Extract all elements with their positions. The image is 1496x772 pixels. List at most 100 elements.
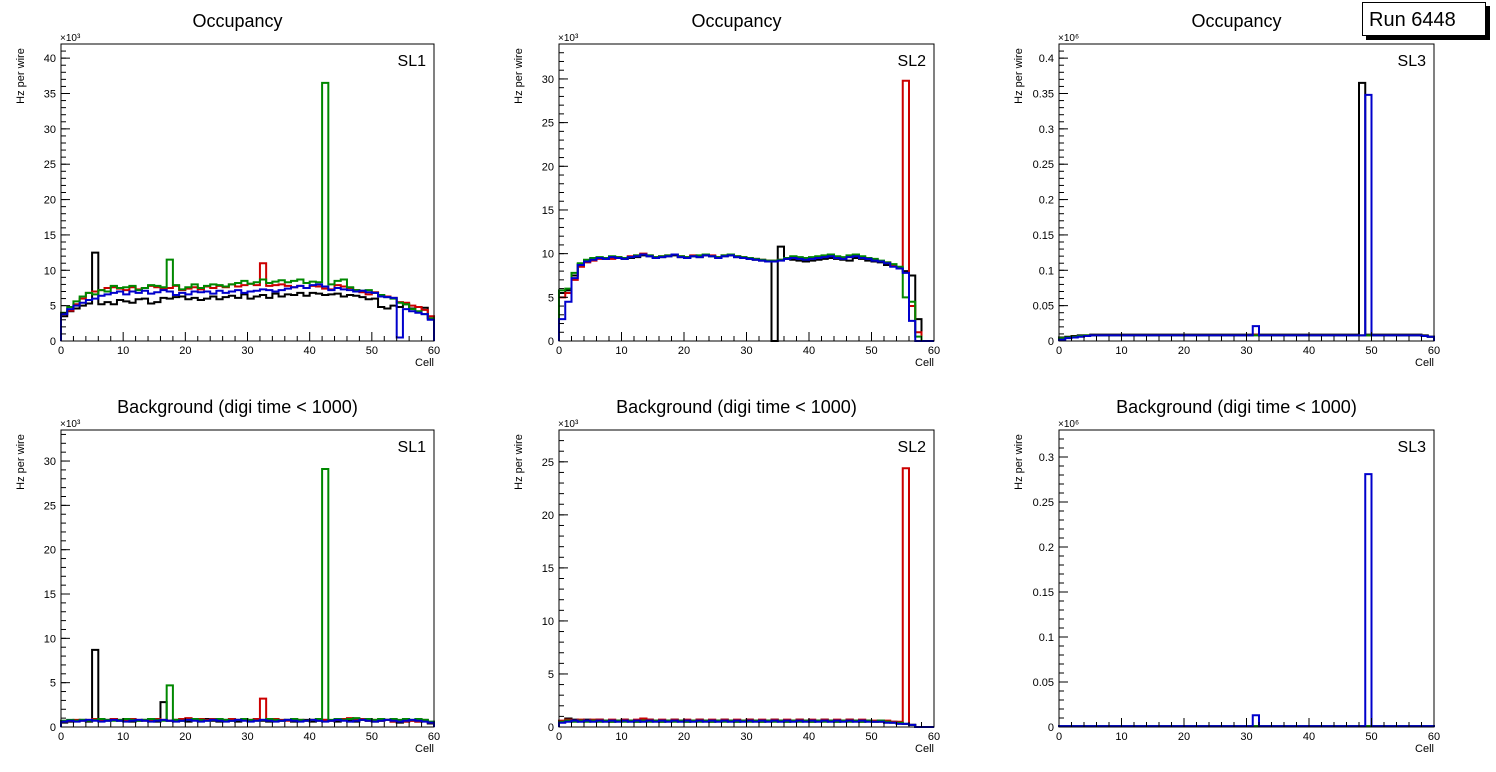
y-exponent: ×10³ <box>558 33 579 44</box>
x-tick-label: 0 <box>556 345 562 357</box>
x-axis-label: Cell <box>1415 357 1434 369</box>
y-exponent: ×10³ <box>60 419 81 430</box>
y-tick-label: 10 <box>542 616 554 628</box>
x-tick-label: 40 <box>803 345 815 357</box>
y-tick-label: 30 <box>44 124 56 136</box>
panel-title: Occupancy <box>691 11 781 31</box>
y-axis-label: Hz per wire <box>15 48 27 104</box>
y-tick-label: 10 <box>44 265 56 277</box>
x-tick-label: 40 <box>1303 731 1315 743</box>
y-tick-label: 30 <box>542 74 554 86</box>
x-tick-label: 30 <box>241 731 253 743</box>
y-tick-label: 0 <box>1048 722 1054 734</box>
y-tick-label: 10 <box>542 249 554 261</box>
panel-title: Background (digi time < 1000) <box>616 397 857 417</box>
y-tick-label: 20 <box>44 545 56 557</box>
y-exponent: ×10⁶ <box>1058 419 1079 430</box>
plot-frame <box>558 43 935 342</box>
y-tick-label: 0.25 <box>1033 497 1054 509</box>
series-green <box>558 253 934 342</box>
x-tick-label: 60 <box>1428 731 1440 743</box>
x-tick-label: 20 <box>179 345 191 357</box>
plot-frame <box>60 429 435 728</box>
x-tick-label: 0 <box>58 345 64 357</box>
x-tick-label: 50 <box>865 345 877 357</box>
x-tick-label: 60 <box>1428 345 1440 357</box>
y-tick-label: 0.2 <box>1039 195 1054 207</box>
plot-frame <box>1058 43 1435 342</box>
x-tick-label: 30 <box>740 345 752 357</box>
x-axis-label: Cell <box>915 357 934 369</box>
x-tick-label: 10 <box>1115 345 1127 357</box>
y-tick-label: 5 <box>50 301 56 313</box>
y-tick-label: 0.4 <box>1039 53 1054 65</box>
x-axis-label: Cell <box>415 357 434 369</box>
y-tick-label: 0.05 <box>1033 677 1054 689</box>
x-tick-label: 30 <box>1240 345 1252 357</box>
y-tick-label: 0.3 <box>1039 124 1054 136</box>
x-tick-label: 40 <box>803 731 815 743</box>
histogram-panel-4: Background (digi time < 1000)0 10 20 30 40 50… <box>15 397 440 755</box>
y-exponent: ×10⁶ <box>1058 33 1079 44</box>
x-tick-label: 50 <box>1365 731 1377 743</box>
superlayer-label: SL1 <box>398 439 427 456</box>
x-tick-label: 50 <box>366 731 378 743</box>
y-exponent: ×10³ <box>60 33 81 44</box>
x-axis-label: Cell <box>1415 743 1434 755</box>
y-tick-label: 5 <box>548 669 554 681</box>
y-tick-label: 0 <box>548 336 554 348</box>
y-tick-label: 0.15 <box>1033 230 1054 242</box>
series-red <box>558 467 934 728</box>
x-tick-label: 20 <box>1178 731 1190 743</box>
y-tick-label: 40 <box>44 53 56 65</box>
x-tick-label: 30 <box>740 731 752 743</box>
x-tick-label: 40 <box>304 731 316 743</box>
y-tick-label: 35 <box>44 89 56 101</box>
y-tick-label: 20 <box>44 195 56 207</box>
x-tick-label: 40 <box>304 345 316 357</box>
y-exponent: ×10³ <box>558 419 579 430</box>
x-tick-label: 20 <box>179 731 191 743</box>
y-axis-label: Hz per wire <box>513 48 525 104</box>
series-blue <box>558 253 934 342</box>
run-label-box: Run 6448 <box>1362 2 1486 36</box>
y-tick-label: 0.15 <box>1033 587 1054 599</box>
plot-frame <box>558 429 935 728</box>
histogram-panel-2: Occupancy 0 10 20 30 40 50 60 0 5 10 15 20 25 30 ×10³ SL… <box>513 11 940 369</box>
panel-title: Occupancy <box>1191 11 1281 31</box>
x-tick-label: 10 <box>615 731 627 743</box>
y-tick-label: 30 <box>44 456 56 468</box>
x-tick-label: 40 <box>1303 345 1315 357</box>
superlayer-label: SL3 <box>1398 53 1427 70</box>
y-tick-label: 0 <box>50 336 56 348</box>
y-tick-label: 0.05 <box>1033 301 1054 313</box>
y-tick-label: 15 <box>44 589 56 601</box>
x-tick-label: 60 <box>928 731 940 743</box>
histogram-panel-5: Background (digi time < 1000)0 10 20 30 40 50… <box>513 397 940 755</box>
series-black <box>60 251 435 341</box>
y-tick-label: 0.2 <box>1039 542 1054 554</box>
histogram-panel-1: Occupancy 0 10 20 30 40 50 60 0 5 10 15 20 25 30 35 40 ×1… <box>15 11 440 369</box>
y-tick-label: 0 <box>548 722 554 734</box>
y-tick-label: 25 <box>44 159 56 171</box>
y-axis-label: Hz per wire <box>1013 48 1025 104</box>
y-tick-label: 5 <box>548 292 554 304</box>
x-tick-label: 30 <box>1240 731 1252 743</box>
x-tick-label: 10 <box>1115 731 1127 743</box>
y-tick-label: 25 <box>542 457 554 469</box>
x-tick-label: 60 <box>928 345 940 357</box>
y-tick-label: 0.25 <box>1033 159 1054 171</box>
histogram-panel-3: Occupancy 0 10 20 30 40 50 60 0 0.05 0.1 0.15 0.2 0.2… <box>1013 11 1440 369</box>
y-tick-label: 0.3 <box>1039 452 1054 464</box>
y-tick-label: 0 <box>1048 336 1054 348</box>
y-tick-label: 15 <box>542 563 554 575</box>
y-tick-label: 0 <box>50 722 56 734</box>
x-tick-label: 0 <box>1056 345 1062 357</box>
series-blue <box>558 719 934 728</box>
y-tick-label: 25 <box>44 500 56 512</box>
panel-title: Occupancy <box>192 11 282 31</box>
plot-frame <box>1058 429 1435 728</box>
x-axis-label: Cell <box>915 743 934 755</box>
x-tick-label: 20 <box>678 345 690 357</box>
